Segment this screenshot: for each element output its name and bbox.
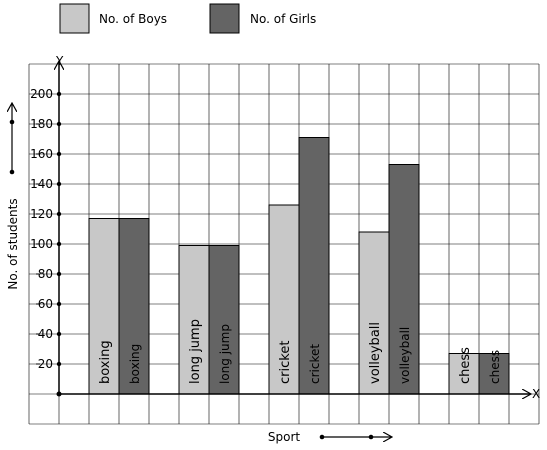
legend-swatch-boys (59, 3, 90, 34)
bar-label-boys: boxing (98, 340, 113, 384)
y-tick-label: 180 (30, 117, 53, 131)
y-tick-label: 120 (30, 207, 53, 221)
bar-label-girls: cricket (308, 344, 322, 384)
bar-boys (448, 353, 480, 395)
bar-girls (388, 164, 420, 395)
y-tick-label: 60 (38, 297, 53, 311)
y-tick-dot (56, 361, 62, 367)
bar-boys (88, 218, 120, 395)
y-tick-label: 100 (30, 237, 53, 251)
legend-label-boys: No. of Boys (99, 12, 167, 26)
bar-girls (118, 218, 150, 395)
y-tick-dot (56, 271, 62, 277)
y-tick-label: 140 (30, 177, 53, 191)
bar-girls (298, 137, 330, 395)
y-tick-dot (56, 151, 62, 157)
y-tick-label: 40 (38, 327, 53, 341)
bar-label-girls: volleyball (398, 327, 412, 384)
x-axis-title: Sport (268, 430, 301, 444)
bars: boxing boxing long jump long jump cricket cri… (88, 137, 510, 395)
y-tick-dot (56, 121, 62, 127)
bar-girls (208, 245, 240, 395)
y-tick-labels: 200 180 160 140 120 100 80 60 40 20 (30, 87, 62, 371)
legend-label-girls: No. of Girls (250, 12, 316, 26)
x-axis-letter: X (532, 387, 540, 401)
legend-swatch-girls (209, 3, 240, 34)
y-tick-label: 20 (38, 357, 53, 371)
y-axis-title: No. of students (6, 198, 20, 289)
y-tick-label: 80 (38, 267, 53, 281)
bar-girls (478, 353, 510, 395)
y-tick-dot (56, 331, 62, 337)
y-tick-label: 160 (30, 147, 53, 161)
y-tick-dot (56, 241, 62, 247)
bar-label-boys: volleyball (368, 322, 383, 384)
bar-label-girls: long jump (218, 324, 232, 384)
bar-label-boys: long jump (188, 319, 203, 384)
y-tick-dot (56, 301, 62, 307)
bar-label-girls: chess (488, 350, 502, 384)
y-tick-dot (56, 91, 62, 97)
bar-label-girls: boxing (128, 344, 142, 384)
origin-dot (56, 391, 62, 397)
x-label-arrow (319, 435, 391, 440)
bar-boys (178, 245, 210, 395)
bar-label-boys: cricket (278, 341, 293, 384)
y-tick-dot (56, 211, 62, 217)
y-tick-label: 200 (30, 87, 53, 101)
bar-boys (358, 231, 390, 395)
y-axis-letter: Y (55, 54, 64, 68)
bar-label-boys: chess (458, 347, 473, 384)
bar-boys (268, 204, 300, 395)
y-tick-dot (56, 181, 62, 187)
y-label-arrow (10, 104, 15, 175)
